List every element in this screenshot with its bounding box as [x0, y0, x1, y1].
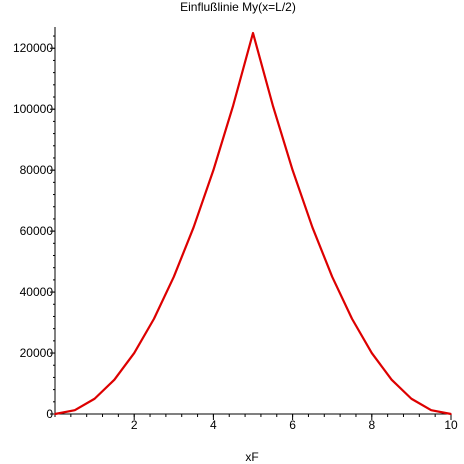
data-point — [74, 409, 76, 411]
y-tick-label: 20000 — [20, 346, 54, 360]
x-tick-label: 10 — [444, 418, 458, 432]
data-point — [252, 32, 254, 34]
y-tick-label: 60000 — [20, 224, 54, 238]
data-point — [430, 409, 433, 411]
y-axis: 0 20000 40000 60000 80000 100000 120000 — [13, 27, 56, 421]
x-tick-label: 2 — [131, 418, 138, 432]
y-tick-label: 80000 — [20, 163, 54, 177]
data-point — [54, 413, 56, 415]
y-tick-label: 40000 — [20, 285, 54, 299]
data-point — [192, 226, 195, 229]
data-point — [133, 352, 135, 354]
y-tick-label: 0 — [46, 407, 53, 421]
y-tick-label: 120000 — [13, 41, 53, 55]
data-point — [232, 104, 234, 107]
data-point — [93, 397, 96, 400]
x-tick-label: 4 — [210, 418, 217, 432]
data-point — [113, 378, 116, 381]
x-tick-label: 8 — [368, 418, 375, 432]
x-axis: 2 4 6 8 10 — [54, 413, 458, 432]
x-tick-label: 6 — [289, 418, 296, 432]
data-point — [173, 276, 175, 278]
data-point — [351, 317, 353, 320]
data-point — [272, 104, 274, 107]
data-point — [311, 226, 314, 229]
data-point — [410, 397, 413, 400]
data-point — [390, 378, 393, 381]
y-tick-label: 100000 — [13, 102, 53, 116]
data-point — [291, 169, 294, 171]
series-line — [54, 31, 452, 416]
data-point — [212, 169, 215, 171]
data-point — [153, 317, 155, 320]
data-point — [331, 276, 334, 278]
data-point — [371, 352, 373, 354]
data-point — [450, 413, 452, 415]
x-axis-label: xF — [245, 450, 258, 464]
series-layer — [54, 31, 452, 416]
chart-title: Einflußlinie My(x=L/2) — [180, 0, 296, 14]
